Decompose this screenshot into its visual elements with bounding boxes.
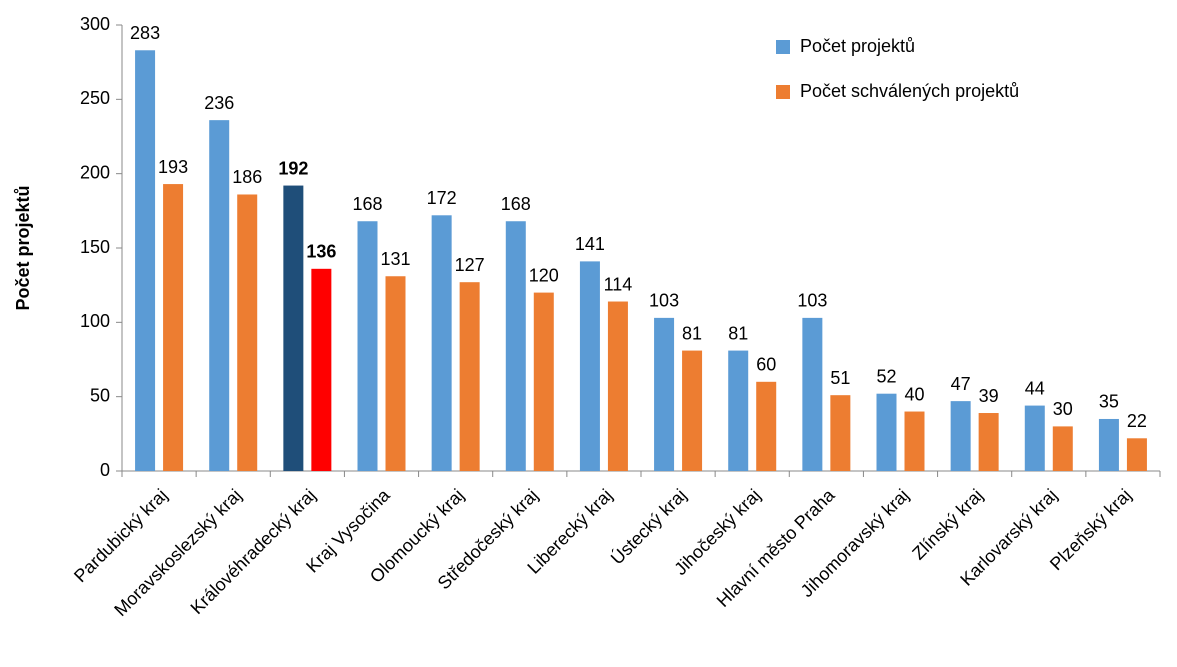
bar (978, 413, 999, 471)
bar (950, 401, 971, 471)
bar (654, 317, 675, 471)
data-label: 81 (682, 323, 702, 343)
legend-label: Počet schválených projektů (800, 81, 1019, 101)
data-label: 131 (380, 249, 410, 269)
data-label: 103 (797, 291, 827, 311)
y-tick-label: 200 (80, 162, 110, 182)
data-label: 120 (529, 265, 559, 285)
bar (431, 215, 452, 471)
data-label: 39 (979, 386, 999, 406)
x-tick-label: Královéhradecký kraj (187, 485, 320, 618)
data-label: 192 (278, 158, 308, 178)
data-label: 141 (575, 234, 605, 254)
bar (1024, 405, 1045, 471)
data-label: 168 (352, 194, 382, 214)
y-axis-label: Počet projektů (13, 185, 33, 310)
x-tick-label: Ústecký kraj (606, 484, 690, 568)
bar (579, 261, 600, 471)
bar (135, 50, 156, 471)
data-label: 172 (427, 188, 457, 208)
bar (209, 120, 230, 471)
data-label: 40 (904, 384, 924, 404)
data-label: 22 (1127, 411, 1147, 431)
y-tick-label: 150 (80, 237, 110, 257)
bar (311, 268, 332, 471)
bar (1126, 438, 1147, 471)
data-label: 47 (951, 374, 971, 394)
bar (904, 411, 925, 471)
data-label: 52 (876, 366, 896, 386)
data-label: 30 (1053, 399, 1073, 419)
bar (237, 194, 258, 472)
bar (533, 292, 554, 471)
data-label: 186 (232, 167, 262, 187)
bar (607, 301, 628, 471)
data-label: 44 (1025, 378, 1045, 398)
bar (728, 350, 749, 471)
data-label: 168 (501, 194, 531, 214)
data-label: 51 (830, 368, 850, 388)
bar (1052, 426, 1073, 471)
data-label: 127 (455, 255, 485, 275)
bar (756, 381, 777, 471)
y-tick-label: 0 (100, 460, 110, 480)
legend-label: Počet projektů (800, 36, 915, 56)
data-label: 283 (130, 23, 160, 43)
data-label: 114 (604, 274, 633, 294)
bar (1098, 418, 1119, 471)
data-label: 193 (158, 157, 188, 177)
legend-swatch (776, 40, 790, 54)
x-tick-label: Moravskoslezský kraj (110, 485, 245, 620)
data-label: 81 (728, 323, 748, 343)
bar (357, 221, 378, 471)
data-label: 103 (649, 291, 679, 311)
y-tick-label: 100 (80, 311, 110, 331)
data-label: 136 (306, 242, 336, 262)
y-tick-label: 50 (90, 385, 110, 405)
data-label: 35 (1099, 392, 1119, 412)
bar (459, 282, 480, 471)
bar (385, 276, 406, 471)
x-tick-label: Zlínský kraj (908, 485, 986, 563)
bar (802, 317, 823, 471)
data-label: 236 (204, 93, 234, 113)
data-label: 60 (756, 355, 776, 375)
bar (830, 395, 851, 471)
bar (682, 350, 703, 471)
legend-swatch (776, 85, 790, 99)
bar (505, 221, 526, 471)
bar (163, 184, 184, 471)
y-tick-label: 300 (80, 14, 110, 34)
bar (876, 393, 897, 471)
bar (283, 185, 304, 471)
y-tick-label: 250 (80, 88, 110, 108)
